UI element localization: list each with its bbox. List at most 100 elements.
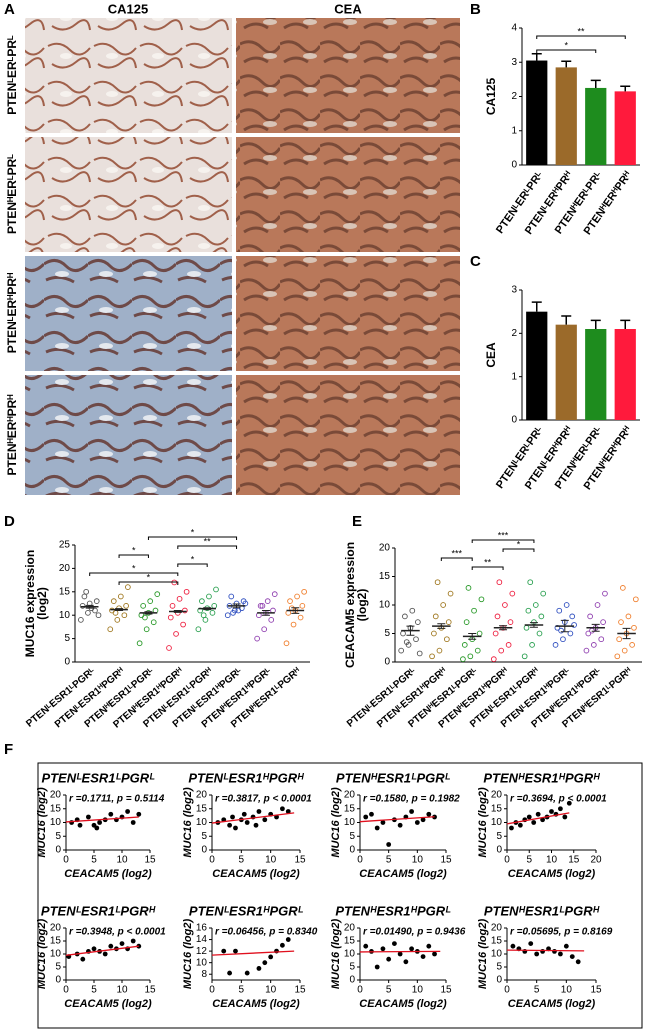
data-point (409, 946, 414, 952)
y-tick-label: 1 (511, 125, 517, 136)
x-tick-label: 10 (265, 985, 277, 996)
row-label: PTENᴴERᴴPRᴴ (5, 394, 19, 476)
data-point (280, 942, 285, 948)
y-axis-label: MUC16 (log2) (182, 787, 194, 858)
data-point (213, 586, 219, 593)
significance-label: *** (498, 530, 509, 540)
x-tick-label: 10 (561, 985, 573, 996)
x-tick-label: 15 (440, 985, 452, 996)
chart-title: PTENᴸESR1ᴴPGRᴸ (189, 903, 304, 918)
data-point (173, 631, 179, 637)
y-tick-label: 0 (55, 845, 61, 856)
data-point (182, 607, 188, 614)
trend-line (211, 950, 295, 956)
significance-bracket (118, 581, 179, 585)
annotation: r =0.1580, p = 0.1982 (363, 794, 460, 805)
significance-label: *** (451, 548, 462, 558)
chart-title: PTENᴴESR1ᴸPGRᴸ (336, 770, 451, 785)
bar (614, 91, 636, 165)
y-axis-label: MUC16 (log2) (477, 787, 489, 858)
data-point (227, 822, 233, 828)
data-point (114, 617, 121, 623)
y-tick-label: 0 (64, 657, 70, 668)
data-point (221, 948, 227, 954)
data-point (78, 617, 84, 623)
y-tick-label: 2 (511, 328, 517, 339)
data-point (363, 943, 369, 949)
data-point (602, 590, 608, 597)
data-point (166, 645, 172, 651)
data-point (380, 820, 386, 825)
data-point (413, 636, 419, 643)
x-tick-label: 10 (116, 855, 128, 866)
row-label: PTENᴸERᴸPRᴸ (5, 35, 19, 115)
data-point (397, 822, 403, 828)
data-point (297, 614, 304, 621)
data-point (136, 640, 143, 647)
data-point (380, 946, 386, 952)
error-bar (620, 85, 631, 92)
data-point (575, 959, 581, 965)
data-point (374, 964, 380, 970)
data-point (392, 941, 397, 946)
data-point (535, 811, 541, 817)
data-point (560, 636, 566, 643)
data-point (85, 610, 91, 616)
column-header: CEA (334, 1, 362, 16)
micrograph (25, 256, 232, 371)
data-point (397, 951, 403, 957)
annotation: r =0.01490, p = 0.9436 (363, 927, 466, 938)
y-axis-label: (log2) (35, 587, 49, 620)
data-point (290, 621, 297, 628)
trend-line (359, 950, 441, 953)
significance-label: * (191, 554, 195, 564)
annotation: r =0.3694, p < 0.0001 (510, 794, 607, 805)
data-point (180, 621, 186, 628)
data-point (125, 584, 131, 590)
y-tick-label: 20 (344, 790, 356, 801)
x-tick-label: 0 (63, 855, 69, 866)
y-tick-label: 10 (196, 817, 208, 828)
row-label: PTENᴸERᴴPRᴴ (5, 272, 19, 353)
error-bar (561, 60, 572, 68)
x-tick-label: 15 (144, 855, 156, 866)
data-point (498, 647, 505, 654)
data-point (176, 595, 183, 602)
data-point (528, 941, 534, 946)
error-bar (590, 319, 601, 329)
data-point (235, 607, 242, 614)
data-point (444, 636, 450, 643)
x-axis-label: CEACAM5 (log2) (64, 998, 152, 1010)
error-bar (406, 625, 415, 636)
data-point (505, 642, 512, 648)
data-point (426, 943, 432, 949)
data-point (440, 602, 447, 608)
data-point (299, 602, 306, 609)
data-point (228, 593, 235, 600)
error-bar (232, 603, 241, 609)
x-tick-label: 0 (63, 985, 69, 996)
data-point (280, 806, 285, 812)
data-point (369, 811, 374, 817)
data-point (492, 630, 499, 637)
y-tick-label: 20 (59, 563, 71, 574)
chart-title: PTENᴸESR1ᴸPGRᴴ (41, 903, 156, 918)
y-tick-label: 10 (491, 817, 503, 828)
data-point (268, 617, 275, 623)
data-point (632, 596, 639, 603)
y-tick-label: 20 (196, 790, 208, 801)
y-axis-label: MUC16 (log2) (330, 919, 342, 990)
x-axis-label: CEACAM5 (log2) (64, 868, 152, 880)
data-point (233, 825, 238, 831)
y-tick-label: 0 (55, 975, 61, 986)
data-point (569, 613, 576, 620)
x-tick-label: 10 (546, 855, 558, 866)
column-header: CA125 (108, 1, 148, 16)
x-tick-label: 0 (209, 855, 215, 866)
x-axis-label: CEACAM5 (log2) (212, 998, 300, 1010)
data-point (209, 610, 216, 616)
chart-title: PTENᴴESR1ᴴPGRᴴ (483, 770, 600, 785)
data-point (590, 642, 597, 648)
bar (614, 329, 636, 420)
data-point (93, 598, 100, 605)
